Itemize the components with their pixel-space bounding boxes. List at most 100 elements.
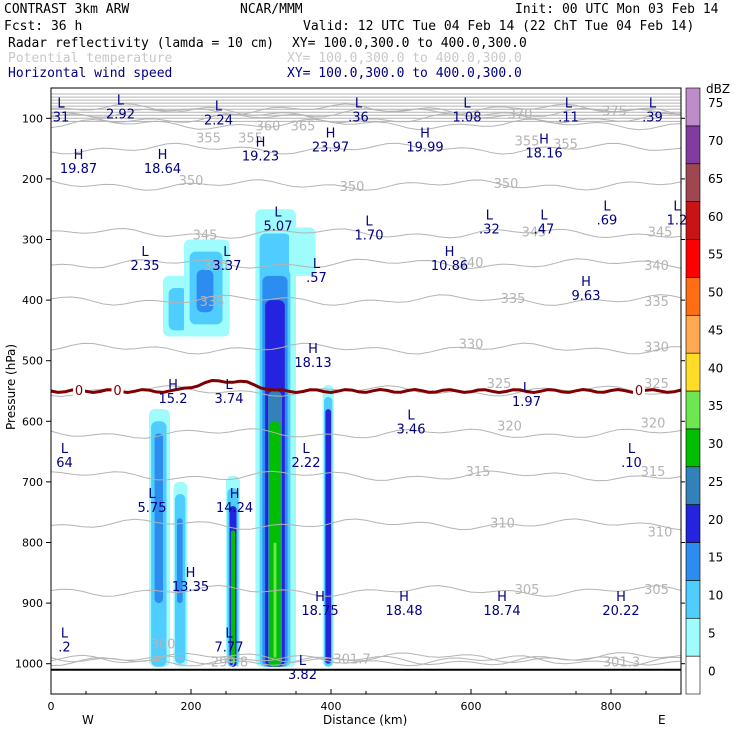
y-tick-label: 100 [22,112,43,125]
wind-extremum-kind: H [308,342,318,357]
colorbar-swatch-65 [685,163,701,202]
colorbar-swatch-40 [685,352,701,392]
wind-extremum-value: .36 [348,110,369,125]
theta-label: 301.3 [603,656,640,671]
field-theta-xy: XY= 100.0,300.0 to 400.0,300.0 [287,51,522,66]
wind-extremum-kind: L [628,442,636,457]
init-time: Init: 00 UTC Mon 03 Feb 14 [515,2,719,17]
refl-cell-6-level-20 [325,409,331,664]
theta-label: 350 [340,180,365,195]
theta-label: 330 [644,341,669,356]
freezing-level-line [50,378,682,395]
theta-isoline [50,294,682,306]
colorbar-swatch-30 [685,428,701,468]
wind-extremum-kind: L [215,99,223,114]
theta-label: 320 [641,416,666,431]
x-tick-label: 800 [601,700,622,713]
theta-label: 299.8 [211,656,248,671]
institution: NCAR/MMM [240,2,303,17]
refl-cell-2-level-10 [168,287,188,331]
wind-extremum-value: .47 [534,222,555,237]
wind-extremum-kind: H [420,127,430,142]
colorbar-label: 15 [708,551,723,565]
wind-extremum-kind: L [141,245,149,260]
theta-label: 360 [256,119,281,134]
wind-extremum-value: .69 [597,213,618,228]
wind-extremum-value: 18.48 [385,604,422,619]
wind-extremum-kind: L [148,487,156,502]
theta-label: 365 [291,119,316,134]
wind-extremum-value: 19.99 [406,141,443,156]
theta-label: 340 [644,259,669,274]
theta-label: 340 [203,259,228,274]
theta-isoline [50,654,682,667]
wind-extremum-value: 1.08 [453,110,482,125]
colorbar-swatch-15 [685,542,701,581]
theta-isoline [50,118,682,131]
theta-label: 310 [490,516,515,531]
freezing-level-label: 0 [635,384,643,399]
wind-extremum-kind: L [649,96,657,111]
colorbar-swatch-10 [685,580,701,619]
refl-cell-0-level-15 [154,433,163,604]
wind-extremum-kind: H [256,136,266,151]
wind-extremum-kind: H [315,590,325,605]
wind-extremum-value: .10 [621,456,642,471]
wind-extremum-kind: L [365,215,373,230]
wind-extremum-value: 19.23 [242,150,279,165]
wind-extremum-kind: H [168,378,178,393]
wind-extremum-kind: L [274,205,282,220]
wind-extremum-value: 18.13 [294,356,331,371]
theta-label: 301.7 [333,653,370,668]
wind-extremum-kind: L [486,208,494,223]
theta-isoline [50,103,682,116]
wind-extremum-value: 3.74 [215,392,244,407]
freezing-level-label: 0 [113,384,121,399]
theta-label: 320 [497,419,522,434]
wind-extremum-kind: L [313,257,321,272]
theta-label: 370 [508,107,533,122]
wind-extremum-value: 13.35 [172,580,209,595]
theta-label: 305 [515,583,540,598]
wind-extremum-value: 23.97 [312,141,349,156]
wind-extremum-kind: H [581,275,591,290]
theta-label: 335 [644,295,669,310]
wind-extremum-kind: H [186,566,196,581]
wind-extremum-value: 15.2 [159,392,188,407]
wind-extremum-value: .32 [479,222,500,237]
x-end-label-east: E [658,713,666,727]
wind-extremum-kind: H [539,133,549,148]
wind-extremum-value: 2.92 [106,107,135,122]
wind-extremum-value: 9.63 [572,289,601,304]
y-tick-label: 200 [22,173,43,186]
wind-extremum-kind: L [61,442,69,457]
theta-label: 345 [522,225,547,240]
colorbar-swatch-5 [685,617,701,657]
wind-extremum-value: 2.35 [131,259,160,274]
field-theta-name: Potential temperature [8,51,173,66]
wind-extremum-value: 10.86 [431,259,468,274]
y-tick-label: 400 [22,294,43,307]
wind-extremum-value: 5.07 [264,219,293,234]
wind-extremum-kind: L [355,96,363,111]
theta-labels: 300 299.8 301.7 301.3 305 305 310 310 315 315 320 3… [151,104,673,670]
y-tick-label: 300 [22,234,43,247]
wind-extremum-kind: H [74,148,84,163]
freezing-level-label: 0 [75,384,83,399]
wind-extremum-value: 20.22 [602,604,639,619]
theta-isoline [50,342,682,355]
x-end-label-west: W [82,713,94,727]
theta-isoline [50,106,682,118]
colorbar-swatch-50 [685,277,701,316]
field-reflectivity-xy: XY= 100.0,300.0 to 400.0,300.0 [292,36,527,51]
wind-extremum-value: 3.82 [288,668,317,683]
wind-extremum-value: 5.75 [138,501,167,516]
theta-isoline [50,655,682,666]
y-tick-label: 1000 [15,658,43,671]
x-tick-label: 200 [181,700,202,713]
colorbar-swatch-60 [685,201,701,240]
wind-extremum-kind: H [399,590,409,605]
wind-extrema: L2.92L2.24L.36L1.08L.11L.39L31H19.87H18.… [53,93,688,683]
